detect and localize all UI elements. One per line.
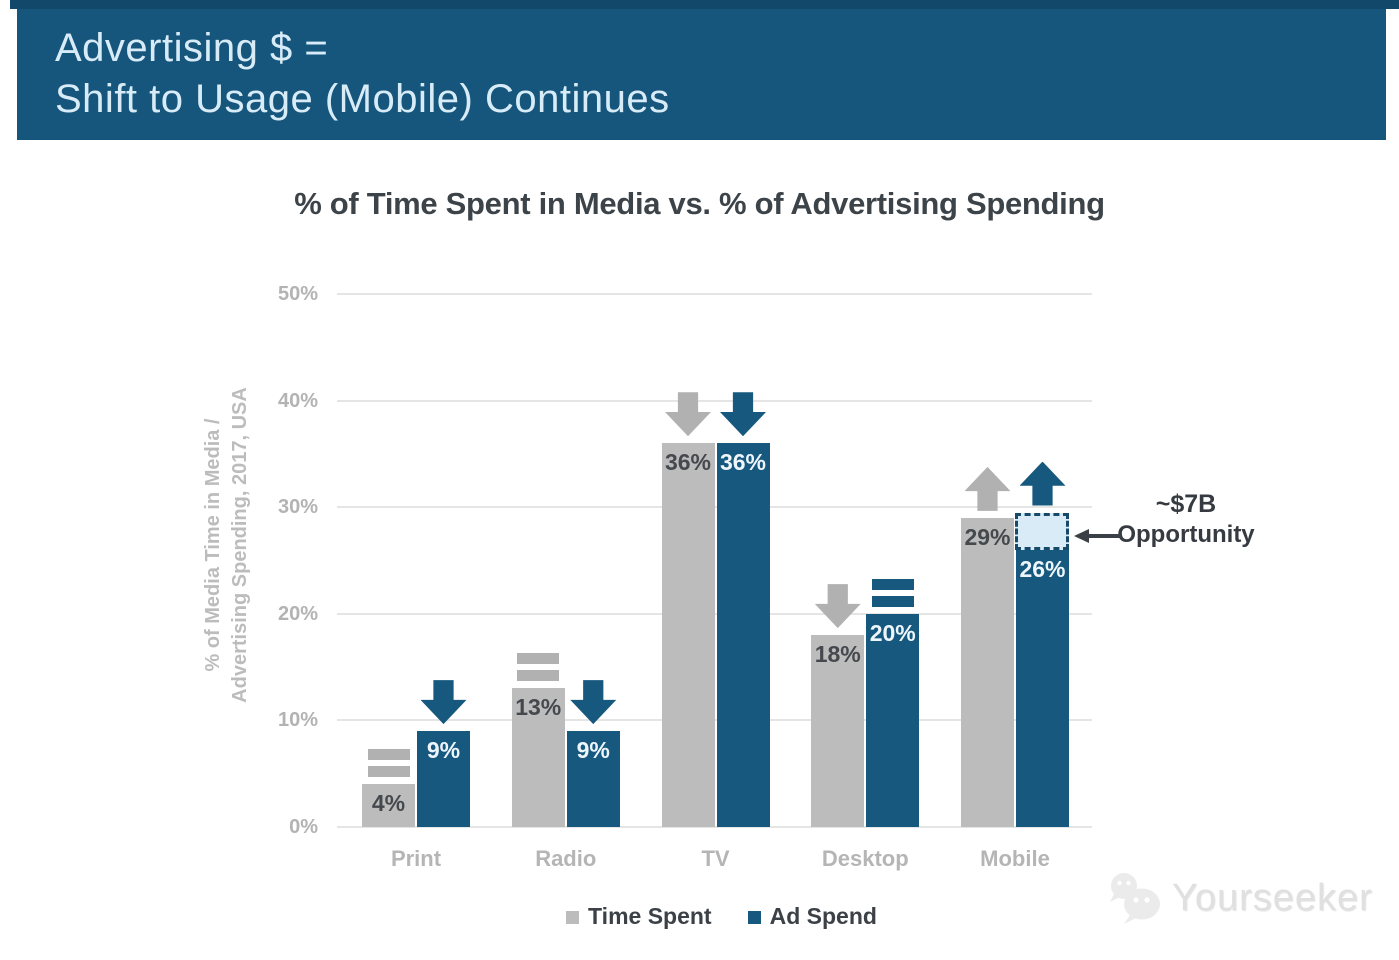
y-tick-label-0: 0% [289, 816, 318, 838]
gridline-30 [337, 506, 1092, 509]
opportunity-annotation: ~$7B Opportunity [1106, 489, 1266, 551]
y-tick-label-40: 40% [277, 389, 318, 412]
gridline-40 [337, 399, 1092, 402]
chart-area: 0% 10% 20% 30% 40% 50% 4% 9% 13% 9% 36% 36% 18% 20% 2… [0, 283, 1399, 838]
bar-mobile-ad-spend: 26% [1016, 549, 1069, 827]
bar-mobile-time-spent: 29% [961, 517, 1014, 827]
bar-value-label-desktop-time-spent: 18% [814, 641, 861, 668]
y-tick-label-30: 30% [277, 496, 318, 519]
bar-tv-time-spent: 36% [661, 443, 715, 827]
trend-up-icon [964, 466, 1011, 511]
legend-label-time-spent: Time Spent [588, 903, 712, 929]
banner-title-line-2: Shift to Usage (Mobile) Continues [55, 77, 670, 121]
y-tick-label-50: 50% [277, 283, 318, 305]
trend-down-icon [570, 680, 617, 725]
bar-value-label-radio-ad-spend: 9% [576, 737, 610, 764]
legend-swatch-time-spent [566, 911, 580, 924]
gridline-10 [337, 719, 1092, 722]
gridline-0 [337, 826, 1092, 828]
bar-desktop-time-spent: 18% [811, 635, 865, 827]
legend-item-time-spent: Time Spent [566, 903, 712, 930]
bar-value-label-mobile-time-spent: 29% [964, 523, 1011, 550]
trend-flat-icon [367, 749, 410, 778]
x-axis-label-desktop: Desktop [821, 846, 909, 871]
y-axis-ticks: 0% 10% 20% 30% 40% 50% [236, 283, 318, 838]
bar-print-time-spent: 4% [362, 784, 415, 827]
flat-bar [517, 670, 560, 682]
bar-value-label-tv-ad-spend: 36% [719, 449, 767, 476]
x-axis-labels: Print Radio TV Desktop Mobile [0, 846, 1399, 876]
chat-bubbles-icon [1110, 873, 1160, 924]
watermark: Yourseeker [1104, 870, 1373, 926]
bar-value-label-print-ad-spend: 9% [426, 737, 461, 764]
legend-label-ad-spend: Ad Spend [769, 903, 877, 929]
opportunity-arrow-icon [1074, 529, 1121, 543]
flat-bar [367, 749, 410, 761]
trend-down-icon [814, 584, 861, 629]
legend-item-ad-spend: Ad Spend [747, 903, 877, 930]
flat-bar [871, 595, 914, 607]
bar-radio-time-spent: 13% [511, 688, 565, 827]
gridline-20 [337, 612, 1092, 615]
bar-value-label-desktop-ad-spend: 20% [869, 619, 916, 646]
y-tick-label-20: 20% [277, 602, 318, 625]
trend-up-icon [1019, 461, 1066, 506]
bar-value-label-mobile-ad-spend: 26% [1019, 555, 1066, 582]
bar-value-label-radio-time-spent: 13% [515, 694, 562, 721]
x-axis-label-print: Print [390, 846, 442, 871]
watermark-text: Yourseeker [1172, 876, 1373, 919]
bar-desktop-ad-spend: 20% [866, 613, 920, 827]
banner-title-line-1: Advertising $ = [55, 26, 329, 70]
flat-bar [367, 766, 410, 778]
x-axis-label-tv: TV [701, 846, 730, 871]
plot-area: 4% 9% 13% 9% 36% 36% 18% 20% 29% 26% [335, 293, 1095, 828]
bar-radio-ad-spend: 9% [566, 731, 620, 827]
bar-value-label-tv-time-spent: 36% [664, 449, 712, 476]
x-axis-label-mobile: Mobile [980, 846, 1050, 871]
legend-swatch-ad-spend [747, 911, 761, 924]
bar-tv-ad-spend: 36% [716, 443, 770, 827]
opportunity-value: ~$7B [1155, 490, 1217, 518]
trend-down-icon [420, 680, 467, 725]
bar-value-label-print-time-spent: 4% [371, 790, 406, 817]
y-tick-label-10: 10% [277, 709, 318, 732]
bar-print-ad-spend: 9% [417, 731, 470, 827]
flat-bar [871, 578, 914, 590]
trend-flat-icon [517, 653, 560, 682]
top-strip [10, 0, 1399, 9]
header-banner: Advertising $ = Shift to Usage (Mobile) … [17, 9, 1386, 140]
x-axis-label-radio: Radio [535, 846, 597, 871]
flat-bar [517, 653, 560, 665]
gridline-50 [337, 293, 1092, 295]
chart-title: % of Time Spent in Media vs. % of Advert… [294, 186, 1105, 221]
opportunity-box [1015, 512, 1069, 550]
opportunity-label: Opportunity [1117, 521, 1255, 548]
legend: Time Spent Ad Spend [22, 903, 1399, 930]
trend-flat-icon [871, 578, 914, 607]
